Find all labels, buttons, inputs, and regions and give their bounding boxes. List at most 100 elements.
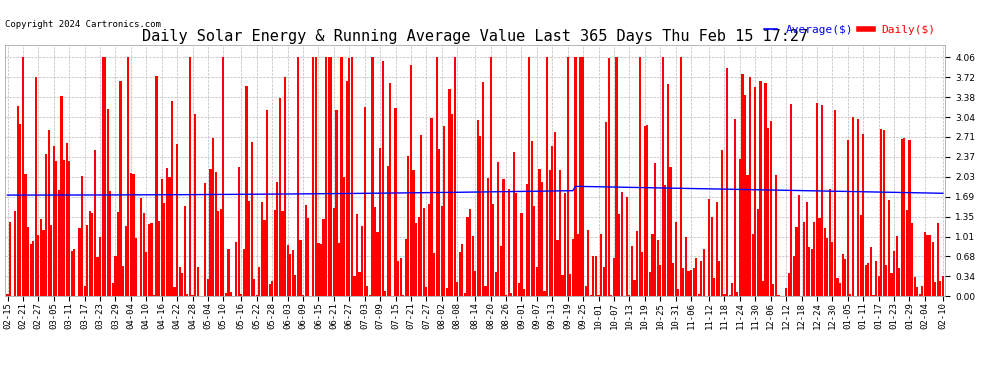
Bar [358,272,360,296]
Bar [448,88,450,296]
Bar [366,286,368,296]
Bar [539,169,541,296]
Bar [595,256,597,296]
Bar [363,107,365,296]
Bar [38,235,40,296]
Bar [687,271,690,296]
Bar [544,291,545,296]
Bar [181,273,183,296]
Bar [587,230,589,296]
Bar [656,240,658,296]
Bar [903,138,906,296]
Bar [937,224,939,296]
Bar [220,209,222,296]
Bar [400,258,402,296]
Bar [73,249,75,296]
Bar [767,128,769,296]
Bar [777,295,779,296]
Bar [94,150,96,296]
Bar [846,140,848,296]
Bar [590,295,592,296]
Bar [795,227,798,296]
Bar [81,176,83,296]
Bar [839,284,842,296]
Bar [120,81,122,296]
Bar [644,126,645,296]
Bar [25,174,27,296]
Title: Daily Solar Energy & Running Average Value Last 365 Days Thu Feb 15 17:27: Daily Solar Energy & Running Average Val… [143,29,808,44]
Bar [286,245,289,296]
Bar [163,203,165,296]
Bar [901,139,903,296]
Bar [518,282,520,296]
Bar [883,130,885,296]
Bar [223,57,225,296]
Bar [353,276,355,296]
Bar [482,82,484,296]
Bar [471,236,474,296]
Bar [880,129,882,296]
Bar [754,87,756,296]
Bar [906,210,908,296]
Bar [700,261,703,296]
Bar [898,268,900,296]
Bar [749,77,751,296]
Bar [410,64,412,296]
Bar [250,142,252,296]
Bar [294,274,296,296]
Bar [605,122,607,296]
Bar [86,225,88,296]
Bar [909,140,911,296]
Bar [526,184,528,296]
Bar [210,170,212,296]
Bar [667,84,669,296]
Bar [433,253,436,296]
Bar [428,204,430,296]
Bar [561,275,563,296]
Bar [824,228,826,296]
Bar [597,295,600,296]
Bar [361,226,363,296]
Bar [682,268,684,296]
Bar [168,177,170,296]
Bar [451,114,453,296]
Bar [45,154,48,296]
Bar [125,226,127,296]
Bar [255,295,257,296]
Bar [759,81,761,296]
Bar [631,246,633,296]
Bar [816,103,818,296]
Bar [724,294,726,296]
Bar [350,57,353,296]
Bar [331,57,333,296]
Bar [677,289,679,296]
Bar [919,294,921,296]
Bar [718,261,721,296]
Bar [616,57,618,296]
Bar [160,179,162,296]
Bar [579,57,582,296]
Bar [618,214,620,296]
Bar [271,281,273,296]
Bar [911,223,913,296]
Bar [312,57,315,296]
Bar [819,218,821,296]
Bar [790,104,792,296]
Bar [680,57,682,296]
Bar [27,227,29,296]
Bar [916,287,919,296]
Bar [729,295,731,296]
Bar [693,268,695,296]
Bar [716,202,718,296]
Bar [803,222,805,296]
Bar [115,256,117,296]
Bar [548,170,550,296]
Bar [695,258,697,296]
Bar [769,121,772,296]
Bar [713,278,715,296]
Bar [104,57,106,296]
Bar [107,110,109,296]
Bar [600,234,602,296]
Bar [348,58,350,296]
Bar [487,178,489,296]
